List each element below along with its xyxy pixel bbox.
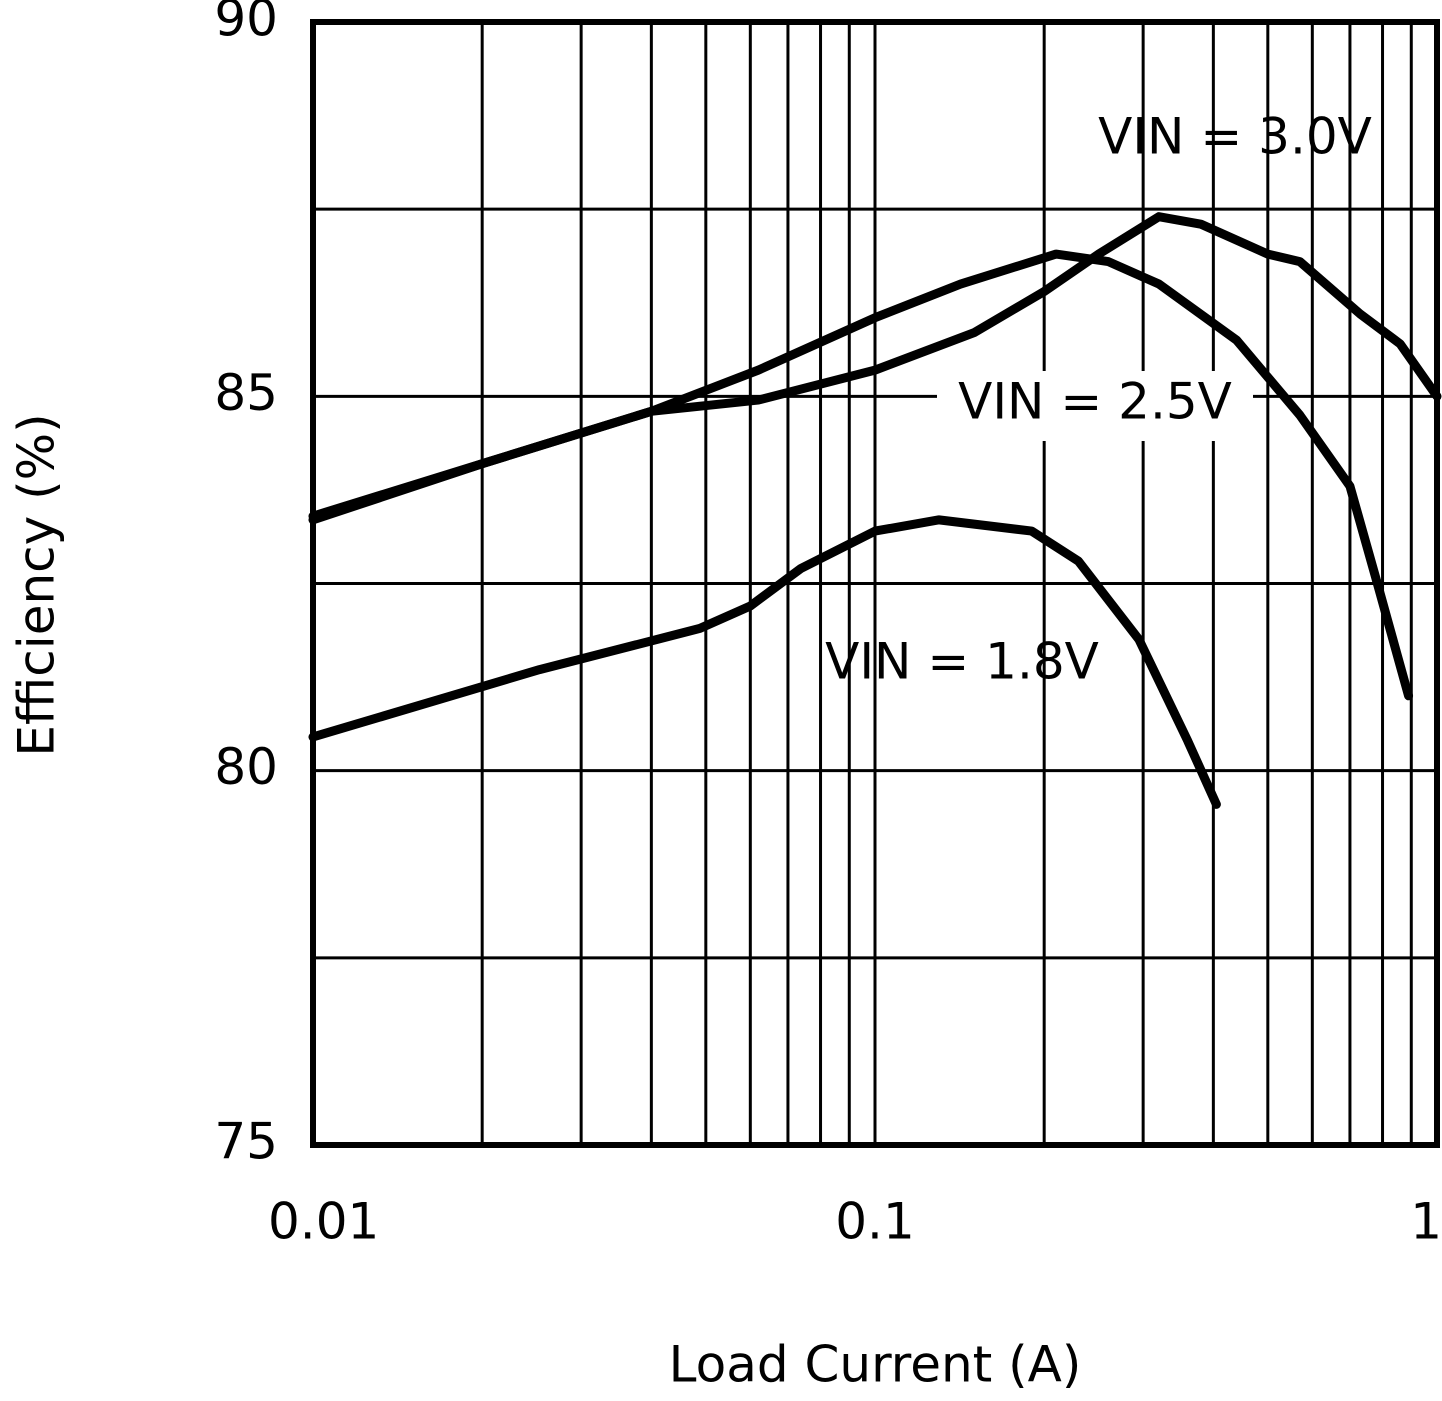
y-tick-label: 75 [214,1113,278,1171]
plot-frame [310,19,1440,1148]
y-tick-label: 85 [214,364,278,422]
y-tick-label: 80 [214,738,278,796]
series-label: VIN = 2.5V [958,373,1232,431]
series-line [308,515,1221,809]
label-background [937,371,1253,441]
x-tick-label: 1 [1410,1193,1442,1251]
series-label: VIN = 1.8V [825,633,1099,691]
series-line [308,212,1442,525]
y-axis-title: Efficiency (%) [8,413,66,756]
series-line [308,249,1414,701]
x-tick-label: 0.1 [835,1193,915,1251]
x-axis-title: Load Current (A) [669,1336,1082,1394]
x-tick-label: 0.01 [268,1193,379,1251]
series-label: VIN = 3.0V [1098,108,1372,166]
y-tick-label: 90 [214,0,278,48]
